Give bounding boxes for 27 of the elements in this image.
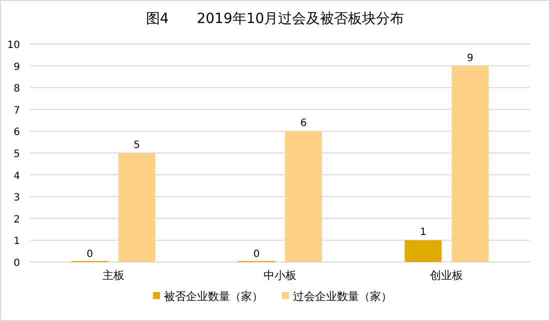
y-tick-label: 2 (14, 214, 20, 226)
bar (118, 153, 156, 262)
legend-label: 过会企业数量（家） (293, 290, 392, 303)
y-tick-label: 10 (7, 40, 20, 51)
bar (452, 66, 489, 262)
data-label: 6 (300, 118, 307, 130)
y-tick-label: 1 (14, 236, 20, 248)
y-tick-label: 0 (14, 258, 20, 269)
x-tick-label: 创业板 (430, 269, 464, 282)
y-tick-label: 5 (14, 149, 20, 160)
data-label: 1 (420, 227, 426, 238)
data-label: 5 (134, 140, 140, 151)
data-label: 0 (253, 249, 260, 260)
bar (285, 131, 322, 262)
y-tick-label: 6 (14, 127, 20, 138)
y-tick-label: 3 (14, 192, 20, 204)
y-tick-label: 9 (14, 62, 20, 73)
y-tick-label: 8 (14, 84, 20, 95)
data-label: 9 (466, 52, 474, 64)
chart-title: 图4 2019年10月过会及被否板块分布 (146, 11, 404, 27)
bar (404, 240, 442, 262)
x-tick-label: 主板 (102, 269, 124, 282)
y-tick-label: 4 (14, 170, 20, 182)
data-label: 0 (86, 249, 94, 260)
y-tick-label: 7 (14, 105, 20, 116)
x-tick-label: 中小板 (264, 269, 296, 282)
legend-label: 被否企业数量（家） (164, 290, 263, 303)
